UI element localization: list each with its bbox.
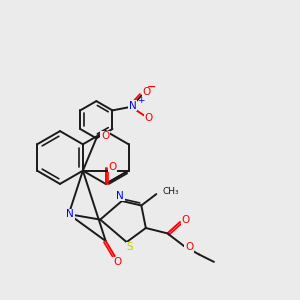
Text: O: O — [108, 162, 116, 172]
Text: N: N — [66, 209, 74, 219]
Text: CH₃: CH₃ — [163, 187, 180, 196]
Text: S: S — [126, 242, 133, 252]
Text: −: − — [146, 81, 156, 92]
Text: O: O — [113, 257, 121, 267]
Text: O: O — [181, 214, 190, 225]
Text: +: + — [137, 96, 144, 105]
Text: N: N — [129, 100, 137, 111]
Text: O: O — [144, 113, 152, 123]
Text: O: O — [101, 131, 109, 142]
Text: N: N — [116, 191, 124, 201]
Text: O: O — [185, 242, 193, 253]
Text: O: O — [142, 87, 151, 97]
